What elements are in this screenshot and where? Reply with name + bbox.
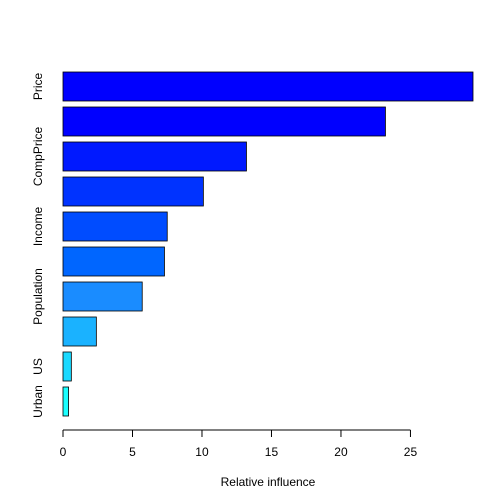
category-label-urban: Urban [31, 385, 45, 418]
x-axis-title: Relative influence [221, 475, 316, 489]
bar-income [62, 211, 168, 242]
bar-age [62, 176, 204, 207]
bar-population [62, 281, 143, 312]
x-tick-label: 5 [129, 445, 136, 459]
category-label-compprice: CompPrice [31, 127, 45, 187]
x-tick-label: 10 [195, 445, 209, 459]
bar-advertising [62, 246, 165, 277]
x-tick-label: 25 [404, 445, 418, 459]
category-label-population: Population [31, 268, 45, 325]
bar-us [62, 351, 72, 382]
category-label-income: Income [31, 207, 45, 247]
x-axis: 0 5 10 15 20 25 [60, 429, 418, 459]
bar-compprice [62, 141, 247, 172]
bar-education [62, 316, 97, 347]
bar-shelveloc [62, 106, 386, 137]
x-tick-label: 20 [334, 445, 348, 459]
category-labels: Price CompPrice Income Population US Urban [31, 73, 45, 418]
x-tick-label: 15 [265, 445, 279, 459]
category-label-us: US [31, 358, 45, 375]
bar-price [62, 71, 474, 102]
x-tick-label: 0 [60, 445, 67, 459]
bars [62, 71, 474, 417]
category-label-price: Price [31, 73, 45, 101]
bar-urban [62, 386, 69, 417]
